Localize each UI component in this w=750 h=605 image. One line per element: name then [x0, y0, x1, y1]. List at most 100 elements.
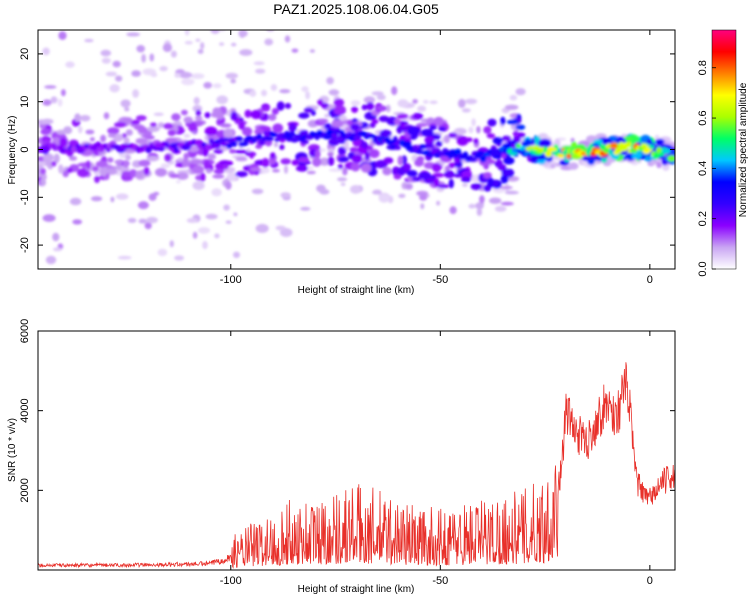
heatmap-cell [398, 193, 406, 198]
heatmap-cell [275, 225, 286, 231]
heatmap-cell [494, 205, 507, 212]
heatmap-cell [272, 123, 284, 133]
heatmap-cell [193, 97, 200, 105]
heatmap-cell [195, 115, 203, 121]
heatmap-cell [84, 38, 94, 43]
heatmap-cell [448, 178, 454, 189]
heatmap-cell [298, 157, 310, 163]
heatmap-cell [160, 163, 171, 169]
heatmap-cell [61, 89, 66, 97]
heatmap-cell [476, 126, 481, 134]
heatmap-cell [397, 167, 406, 176]
heatmap-cell [492, 137, 503, 145]
heatmap-cell [351, 154, 363, 164]
heatmap-cell [90, 196, 103, 202]
heatmap-cell [176, 180, 181, 184]
heatmap-cell [53, 247, 62, 252]
heatmap-cell [183, 133, 191, 138]
heatmap-cell [216, 111, 224, 120]
heatmap-cell [340, 182, 346, 186]
heatmap-cell [418, 171, 432, 180]
heatmap-cell [327, 152, 334, 157]
heatmap-cell [397, 99, 409, 108]
heatmap-cell [327, 156, 335, 166]
heatmap-cell [501, 168, 515, 177]
heatmap-cell [205, 168, 212, 174]
heatmap-cell [601, 138, 613, 145]
heatmap-cell [424, 136, 435, 144]
heatmap-cell [350, 185, 362, 194]
heatmap-cell [444, 165, 451, 171]
heatmap-cell [62, 170, 69, 178]
heatmap-cell [349, 147, 359, 153]
heatmap-cell [416, 122, 428, 127]
heatmap-y-axis-label: Frequency (Hz) [7, 116, 18, 185]
heatmap-cell [499, 185, 513, 190]
heatmap-cell [487, 118, 497, 127]
colorbar-tick-label: 0.2 [697, 211, 709, 226]
heatmap-cell [656, 162, 662, 169]
heatmap-cell [476, 150, 485, 156]
heatmap-cell [146, 216, 158, 224]
heatmap-cell [150, 72, 158, 78]
heatmap-cell [509, 94, 518, 101]
heatmap-cell [197, 227, 211, 234]
heatmap-cell [230, 108, 237, 113]
heatmap-cell [479, 195, 485, 204]
heatmap-cell [40, 168, 46, 175]
heatmap-cell [178, 71, 193, 79]
heatmap-cell [456, 135, 469, 146]
heatmap-cell [279, 89, 291, 94]
heatmap-cell [45, 255, 57, 265]
heatmap-cell [462, 151, 469, 158]
heatmap-cell [216, 95, 228, 105]
colorbar-tick-label: 0.0 [697, 261, 709, 276]
heatmap-cell [149, 53, 155, 62]
heatmap-cell [486, 133, 496, 139]
heatmap-cell [448, 132, 458, 138]
heatmap-cell [631, 153, 642, 160]
heatmap-cell [271, 107, 279, 115]
heatmap-cell [326, 77, 334, 85]
heatmap-cell [223, 128, 234, 139]
heatmap-cell [366, 102, 375, 111]
heatmap-cell [588, 155, 597, 160]
heatmap-cell [659, 144, 670, 149]
x-tick-label: -50 [432, 274, 448, 286]
heatmap-cell [437, 184, 450, 189]
heatmap-cell [126, 32, 141, 37]
heatmap-cell [432, 172, 445, 178]
heatmap-cell [235, 171, 248, 178]
chart-title: PAZ1.2025.108.06.04.G05 [273, 1, 439, 17]
heatmap-cell [406, 170, 418, 177]
heatmap-cell [233, 212, 238, 217]
heatmap-cell [221, 142, 228, 147]
heatmap-cell [107, 133, 116, 138]
heatmap-cell [412, 99, 418, 104]
heatmap-cell [255, 68, 266, 74]
heatmap-cell [280, 192, 291, 199]
heatmap-cell [545, 151, 552, 158]
heatmap-cell [436, 200, 441, 206]
x-tick-label: -50 [432, 575, 448, 587]
heatmap-cell [212, 174, 225, 179]
heatmap-cell [203, 82, 213, 89]
heatmap-cell [251, 188, 264, 195]
heatmap-cell [188, 122, 198, 133]
heatmap-cell [393, 173, 402, 180]
heatmap-cell [372, 190, 382, 195]
heatmap-cell [667, 155, 675, 162]
heatmap-cell [174, 255, 185, 261]
heatmap-cell [202, 241, 208, 250]
heatmap-cell [231, 42, 237, 47]
heatmap-cell [249, 151, 255, 159]
heatmap-cell [396, 113, 409, 120]
heatmap-cell [403, 163, 412, 171]
heatmap-cell [127, 218, 137, 223]
heatmap-cell [211, 188, 222, 197]
heatmap-cell [219, 123, 232, 128]
heatmap-cell [204, 126, 218, 137]
heatmap-cell [173, 146, 179, 154]
x-tick-label: -100 [220, 274, 242, 286]
heatmap-cell [420, 203, 425, 210]
